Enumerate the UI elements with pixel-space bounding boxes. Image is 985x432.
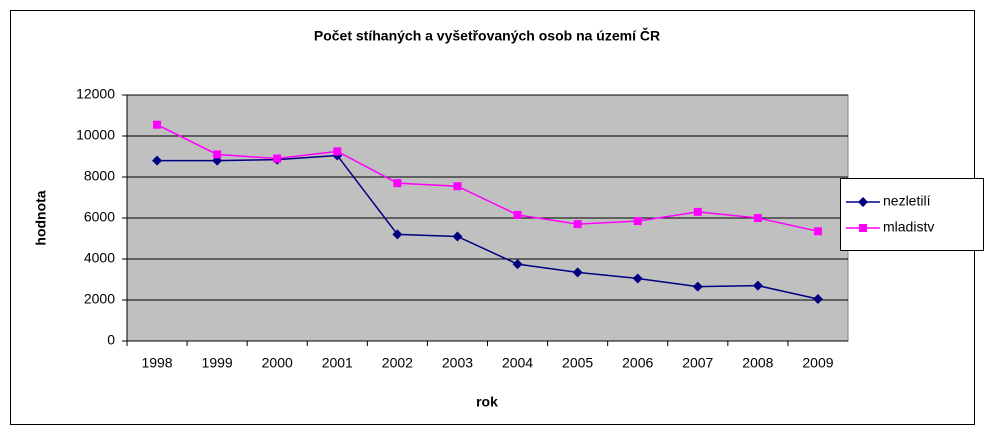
x-axis-label: rok: [476, 394, 498, 410]
data-point: [452, 231, 463, 242]
legend-marker: [858, 197, 868, 207]
data-point: [333, 147, 342, 156]
data-point: [152, 155, 163, 166]
data-point: [512, 259, 523, 270]
legend-label: nezletilí: [883, 193, 931, 209]
y-tick-label: 6000: [84, 209, 115, 225]
data-point: [692, 281, 703, 292]
x-tick-label: 2005: [562, 355, 593, 371]
y-tick-label: 0: [107, 332, 115, 348]
data-point: [213, 150, 222, 159]
data-point: [453, 182, 462, 191]
x-tick-label: 2009: [802, 355, 833, 371]
x-tick-label: 2004: [502, 355, 533, 371]
data-point: [572, 267, 583, 278]
y-tick-label: 8000: [84, 168, 115, 184]
data-point: [573, 220, 582, 229]
chart-title: Počet stíhaných a vyšetřovaných osob na …: [314, 27, 660, 44]
x-tick-label: 2008: [742, 355, 773, 371]
data-point: [393, 179, 402, 188]
y-tick-label: 12000: [76, 86, 115, 102]
data-point: [812, 293, 823, 304]
data-point: [752, 280, 763, 291]
y-tick-label: 4000: [84, 250, 115, 266]
y-axis-label: hodnota: [33, 190, 49, 245]
x-tick-label: 1999: [202, 355, 233, 371]
data-point: [813, 227, 822, 236]
data-point: [153, 120, 162, 129]
series-line: [156, 124, 819, 233]
legend-marker: [859, 224, 867, 232]
x-tick-label: 1998: [141, 355, 172, 371]
data-point: [633, 217, 642, 226]
series-line: [157, 154, 819, 300]
data-point: [632, 273, 643, 284]
legend-label: mladistv: [883, 219, 934, 235]
y-tick-label: 2000: [84, 291, 115, 307]
x-tick-label: 2000: [262, 355, 293, 371]
data-point: [273, 154, 282, 163]
y-tick-label: 10000: [76, 127, 115, 143]
x-tick-label: 2001: [322, 355, 353, 371]
data-point: [753, 214, 762, 222]
x-tick-label: 2002: [382, 355, 413, 371]
data-point: [392, 229, 403, 240]
x-tick-label: 2003: [442, 355, 473, 371]
data-point: [693, 207, 702, 216]
x-tick-label: 2006: [622, 355, 653, 371]
x-tick-label: 2007: [682, 355, 713, 371]
data-point: [513, 210, 522, 219]
legend-box: [840, 178, 984, 251]
